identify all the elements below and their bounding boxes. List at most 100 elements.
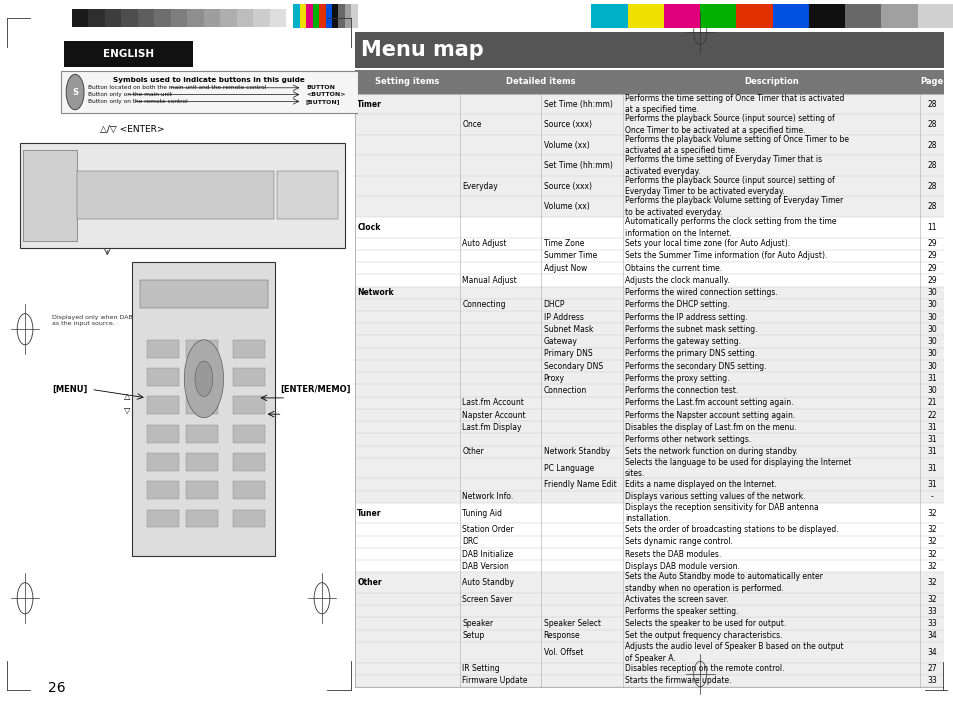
Bar bbox=[20, 143, 345, 248]
Text: Last.fm Display: Last.fm Display bbox=[461, 423, 521, 432]
Text: -: - bbox=[930, 492, 933, 501]
Text: Displayed only when DAB is selected
as the input source.: Displayed only when DAB is selected as t… bbox=[51, 315, 168, 326]
Text: Time Zone: Time Zone bbox=[543, 239, 583, 248]
Bar bbox=[132, 262, 275, 556]
Text: Speaker: Speaker bbox=[461, 619, 493, 628]
Bar bbox=[186, 481, 218, 499]
Text: Disables reception on the remote control.: Disables reception on the remote control… bbox=[624, 664, 783, 673]
Text: 30: 30 bbox=[926, 325, 936, 334]
Text: 30: 30 bbox=[926, 337, 936, 346]
Text: activated at a specified time.: activated at a specified time. bbox=[624, 147, 737, 155]
Bar bbox=[139, 280, 268, 308]
Text: Performs the Last.fm account setting again.: Performs the Last.fm account setting aga… bbox=[624, 399, 793, 407]
Bar bbox=[233, 481, 264, 499]
Text: 30: 30 bbox=[926, 349, 936, 358]
Bar bbox=[808, 4, 844, 28]
Bar bbox=[351, 4, 357, 28]
Text: Connection: Connection bbox=[543, 386, 586, 395]
Bar bbox=[355, 336, 943, 348]
Text: Performs the playback Source (input source) setting of: Performs the playback Source (input sour… bbox=[624, 114, 834, 123]
Text: 27: 27 bbox=[926, 664, 936, 673]
Bar bbox=[591, 4, 627, 28]
Bar bbox=[233, 510, 264, 527]
Text: 34: 34 bbox=[926, 632, 936, 640]
Text: Other: Other bbox=[356, 578, 381, 587]
Text: Performs the secondary DNS setting.: Performs the secondary DNS setting. bbox=[624, 362, 765, 370]
Bar bbox=[253, 9, 270, 27]
Text: Performs the time setting of Once Timer that is activated: Performs the time setting of Once Timer … bbox=[624, 93, 843, 103]
Text: Performs the Napster account setting again.: Performs the Napster account setting aga… bbox=[624, 411, 795, 420]
Text: Auto Standby: Auto Standby bbox=[461, 578, 514, 587]
Text: Performs the wired connection settings.: Performs the wired connection settings. bbox=[624, 288, 777, 297]
Circle shape bbox=[184, 340, 223, 418]
Circle shape bbox=[194, 361, 213, 396]
Bar bbox=[355, 299, 943, 311]
Bar bbox=[355, 642, 943, 663]
Bar bbox=[318, 4, 325, 28]
Text: Obtains the current time.: Obtains the current time. bbox=[624, 263, 721, 273]
Bar bbox=[355, 433, 943, 445]
Text: Description: Description bbox=[743, 77, 798, 86]
Text: Sets the Summer Time information (for Auto Adjust).: Sets the Summer Time information (for Au… bbox=[624, 251, 826, 261]
Text: Timer: Timer bbox=[356, 100, 382, 108]
Bar bbox=[355, 114, 943, 135]
Text: Everyday: Everyday bbox=[461, 182, 497, 190]
Text: Setting items: Setting items bbox=[375, 77, 439, 86]
Text: of Speaker A.: of Speaker A. bbox=[624, 653, 675, 663]
Bar bbox=[270, 9, 286, 27]
Text: Tuning Aid: Tuning Aid bbox=[461, 509, 501, 518]
Text: 29: 29 bbox=[926, 276, 936, 285]
Text: Adjusts the clock manually.: Adjusts the clock manually. bbox=[624, 276, 729, 285]
Text: 33: 33 bbox=[926, 607, 936, 616]
Bar bbox=[294, 4, 299, 28]
Text: 32: 32 bbox=[926, 595, 936, 604]
Bar bbox=[663, 4, 700, 28]
Text: 33: 33 bbox=[926, 619, 936, 628]
Bar bbox=[355, 311, 943, 324]
Bar bbox=[344, 4, 351, 28]
Text: IP Address: IP Address bbox=[543, 313, 583, 321]
Text: Selects the speaker to be used for output.: Selects the speaker to be used for outpu… bbox=[624, 619, 785, 628]
Text: at a specified time.: at a specified time. bbox=[624, 105, 698, 114]
Text: 33: 33 bbox=[926, 676, 936, 685]
Text: <BUTTON>: <BUTTON> bbox=[306, 92, 345, 97]
Text: Volume (xx): Volume (xx) bbox=[543, 141, 589, 149]
Text: 31: 31 bbox=[926, 464, 936, 473]
Bar bbox=[355, 384, 943, 396]
Text: Subnet Mask: Subnet Mask bbox=[543, 325, 593, 334]
Text: S: S bbox=[72, 88, 78, 96]
Text: Connecting: Connecting bbox=[461, 300, 505, 309]
Text: 21: 21 bbox=[926, 399, 936, 407]
Bar bbox=[233, 396, 264, 414]
Bar bbox=[355, 32, 943, 68]
Text: Manual Adjust: Manual Adjust bbox=[461, 276, 517, 285]
Bar bbox=[355, 396, 943, 409]
Text: sites.: sites. bbox=[624, 469, 644, 479]
Bar bbox=[64, 41, 193, 67]
Bar bbox=[355, 360, 943, 372]
Text: Sets the network function on during standby.: Sets the network function on during stan… bbox=[624, 447, 797, 456]
Bar bbox=[332, 4, 338, 28]
Bar bbox=[147, 453, 179, 471]
Bar bbox=[147, 368, 179, 386]
Text: Sets dynamic range control.: Sets dynamic range control. bbox=[624, 537, 732, 547]
Text: 28: 28 bbox=[926, 100, 936, 108]
Bar bbox=[355, 196, 943, 217]
Bar bbox=[105, 9, 121, 27]
Text: Station Order: Station Order bbox=[461, 525, 514, 534]
Text: 29: 29 bbox=[926, 239, 936, 248]
Bar bbox=[355, 605, 943, 617]
Text: Network Info.: Network Info. bbox=[461, 492, 513, 501]
Text: Performs the primary DNS setting.: Performs the primary DNS setting. bbox=[624, 349, 757, 358]
Bar bbox=[844, 4, 881, 28]
Text: Gateway: Gateway bbox=[543, 337, 577, 346]
Text: DAB Initialize: DAB Initialize bbox=[461, 549, 513, 559]
Text: Performs the playback Source (input source) setting of: Performs the playback Source (input sour… bbox=[624, 176, 834, 185]
Bar bbox=[233, 453, 264, 471]
Bar bbox=[355, 445, 943, 458]
Bar bbox=[313, 4, 318, 28]
Text: Speaker Select: Speaker Select bbox=[543, 619, 600, 628]
Bar bbox=[355, 274, 943, 287]
Text: Once Timer to be activated at a specified time.: Once Timer to be activated at a specifie… bbox=[624, 126, 804, 135]
Text: Tuner: Tuner bbox=[356, 509, 381, 518]
